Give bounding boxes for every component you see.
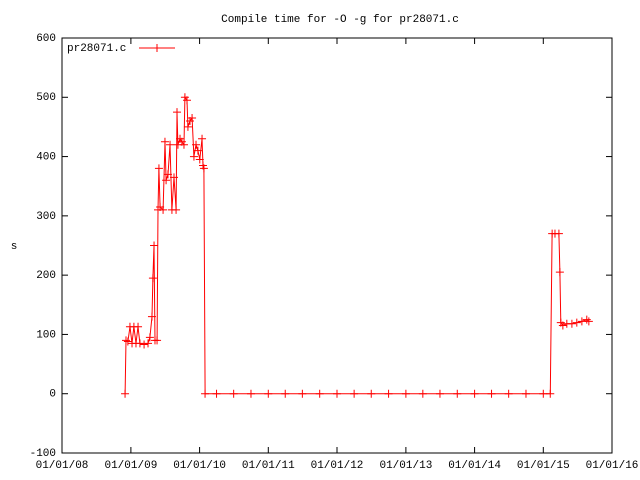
point-marker bbox=[193, 146, 202, 155]
point-marker bbox=[160, 137, 169, 146]
point-marker bbox=[172, 205, 181, 214]
point-marker bbox=[577, 317, 586, 326]
point-marker bbox=[145, 333, 154, 342]
point-marker bbox=[123, 337, 132, 346]
point-marker bbox=[121, 389, 130, 398]
y-tick-label: 100 bbox=[36, 329, 56, 341]
point-marker bbox=[153, 336, 162, 345]
point-marker bbox=[504, 389, 513, 398]
x-tick-label: 01/01/14 bbox=[448, 460, 501, 472]
point-marker bbox=[315, 389, 324, 398]
point-marker bbox=[470, 389, 479, 398]
point-marker bbox=[521, 389, 530, 398]
x-tick-label: 01/01/13 bbox=[379, 460, 432, 472]
point-marker bbox=[453, 389, 462, 398]
y-tick-label: 400 bbox=[36, 151, 56, 163]
point-marker bbox=[333, 389, 341, 398]
y-tick-label: -100 bbox=[30, 448, 56, 460]
point-marker bbox=[554, 229, 563, 238]
y-tick-label: 300 bbox=[36, 211, 56, 223]
point-marker bbox=[195, 155, 204, 164]
point-marker bbox=[159, 205, 168, 214]
x-tick-label: 01/01/12 bbox=[311, 460, 364, 472]
point-marker bbox=[572, 318, 581, 327]
point-marker bbox=[367, 389, 376, 398]
point-marker bbox=[179, 140, 188, 149]
point-marker bbox=[173, 108, 182, 117]
point-marker bbox=[487, 389, 496, 398]
point-marker bbox=[188, 114, 197, 123]
point-marker bbox=[166, 140, 175, 149]
point-marker bbox=[192, 140, 201, 149]
point-marker bbox=[229, 389, 238, 398]
point-marker bbox=[567, 319, 576, 328]
point-marker bbox=[169, 173, 178, 182]
x-tick-label: 01/01/10 bbox=[173, 460, 226, 472]
point-marker bbox=[201, 389, 210, 398]
point-marker bbox=[162, 176, 171, 185]
point-marker bbox=[154, 164, 163, 173]
point-marker bbox=[298, 389, 307, 398]
x-tick-label: 01/01/16 bbox=[586, 460, 639, 472]
point-marker bbox=[401, 389, 410, 398]
point-marker bbox=[418, 389, 427, 398]
point-marker bbox=[264, 389, 273, 398]
x-tick-label: 01/01/08 bbox=[36, 460, 89, 472]
point-marker bbox=[163, 170, 172, 179]
x-tick-label: 01/01/11 bbox=[242, 460, 295, 472]
chart-title: Compile time for -O -g for pr28071.c bbox=[221, 14, 459, 26]
point-marker bbox=[555, 268, 564, 277]
point-marker bbox=[183, 122, 192, 131]
point-marker bbox=[546, 389, 555, 398]
point-marker bbox=[182, 96, 191, 105]
legend-label: pr28071.c bbox=[67, 43, 126, 55]
y-tick-label: 500 bbox=[36, 92, 56, 104]
y-axis-label: s bbox=[11, 241, 18, 253]
point-marker bbox=[539, 389, 548, 398]
point-marker bbox=[147, 312, 156, 321]
point-marker bbox=[135, 339, 144, 348]
point-marker bbox=[148, 274, 157, 283]
point-marker bbox=[246, 389, 255, 398]
point-marker bbox=[582, 315, 591, 324]
point-marker bbox=[384, 389, 393, 398]
point-marker bbox=[198, 134, 207, 143]
point-marker bbox=[212, 389, 221, 398]
point-marker bbox=[281, 389, 290, 398]
point-marker bbox=[199, 164, 208, 173]
series-line bbox=[124, 95, 590, 395]
point-marker bbox=[140, 340, 149, 349]
y-tick-label: 600 bbox=[36, 33, 56, 45]
point-marker bbox=[150, 241, 159, 250]
point-marker bbox=[558, 321, 567, 330]
point-marker bbox=[121, 336, 130, 345]
point-marker bbox=[134, 322, 143, 331]
point-marker bbox=[189, 152, 198, 161]
y-tick-label: 200 bbox=[36, 270, 56, 282]
y-tick-label: 0 bbox=[49, 389, 56, 401]
x-tick-label: 01/01/09 bbox=[104, 460, 157, 472]
legend-marker bbox=[153, 44, 161, 52]
point-marker bbox=[144, 339, 153, 348]
point-marker bbox=[435, 389, 444, 398]
point-marker bbox=[584, 317, 593, 326]
point-marker bbox=[350, 389, 359, 398]
x-tick-label: 01/01/15 bbox=[517, 460, 570, 472]
